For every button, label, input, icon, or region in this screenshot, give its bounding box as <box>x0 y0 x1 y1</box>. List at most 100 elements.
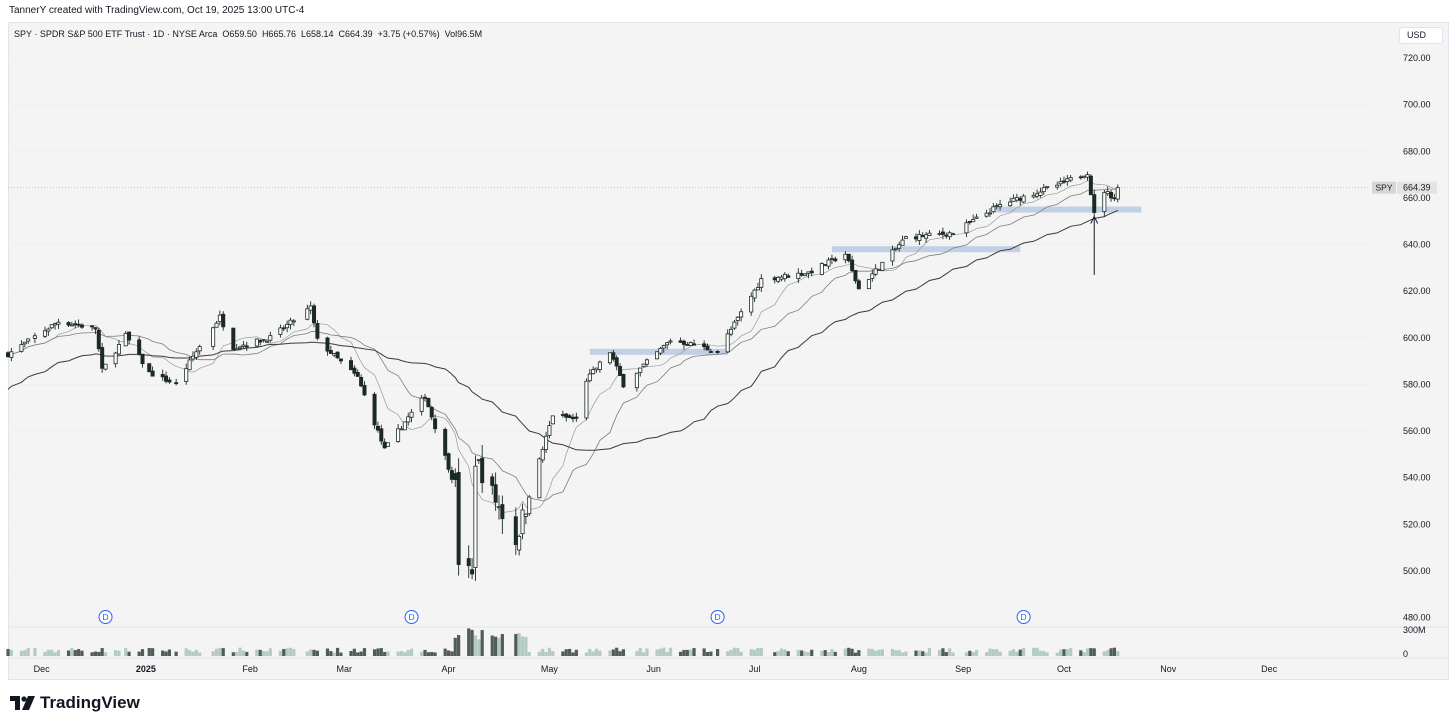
candle-body <box>705 345 710 351</box>
candle <box>880 261 885 271</box>
candle <box>375 421 380 433</box>
candle <box>564 413 569 422</box>
candle-body <box>268 335 273 341</box>
candle <box>456 458 461 576</box>
volume-bar <box>736 647 740 656</box>
candle <box>372 392 377 430</box>
volume-bar <box>867 648 871 656</box>
candle-body <box>150 370 155 377</box>
volume-bar <box>1059 649 1063 656</box>
candle-body <box>308 305 313 311</box>
candle <box>194 348 199 361</box>
candle-body <box>116 344 121 355</box>
candle <box>490 473 495 495</box>
candle <box>873 264 878 277</box>
legend-symbol[interactable]: SPY <box>14 29 32 39</box>
candle-body <box>500 504 505 520</box>
price-tick-label: 520.00 <box>1403 519 1431 529</box>
candle <box>473 455 478 581</box>
volume-bar <box>843 648 847 656</box>
price-tick-label: 580.00 <box>1403 379 1431 389</box>
time-tick-label: Oct <box>1057 664 1072 674</box>
candle-body <box>994 205 999 208</box>
legend-open: O659.50 <box>222 29 257 39</box>
candle-body <box>806 271 811 274</box>
candle-body <box>164 375 169 382</box>
volume-bar <box>917 650 921 656</box>
volume-bar <box>191 651 195 656</box>
candle <box>853 269 858 284</box>
volume-bar <box>423 649 427 656</box>
volume-bar <box>1008 650 1012 656</box>
candle <box>776 275 781 284</box>
candle-body <box>964 222 969 234</box>
candle <box>379 424 384 445</box>
legend-change: +3.75 (+0.57%) <box>377 29 440 39</box>
time-axis[interactable]: Dec 2025 Feb Mar Apr May Jun Jul Aug Sep Oct Nov Dec <box>34 664 1278 674</box>
candle <box>123 330 128 347</box>
volume-bar <box>527 652 531 656</box>
volume-bar <box>588 648 592 656</box>
tradingview-brand[interactable]: TradingView <box>10 693 140 713</box>
volume-bar <box>309 649 313 656</box>
volume-bar <box>524 636 528 656</box>
candle-body <box>90 325 95 328</box>
volume-bar <box>473 635 478 656</box>
volume-bar <box>221 648 225 656</box>
volume-bar <box>1085 648 1090 656</box>
volume-bar <box>991 649 995 656</box>
volume-bar <box>541 648 545 656</box>
candle <box>66 321 71 327</box>
candle-body <box>998 204 1003 208</box>
candle-body <box>967 221 972 223</box>
candle <box>591 366 596 375</box>
candle-body <box>799 273 804 276</box>
candle-body <box>924 234 929 239</box>
candle-body <box>103 363 108 370</box>
candle <box>937 230 942 236</box>
dividend-icon <box>710 610 725 624</box>
candle <box>9 347 14 362</box>
candle <box>540 446 545 463</box>
candle-body <box>456 472 461 565</box>
candle <box>661 344 666 353</box>
candle-body <box>644 359 649 365</box>
volume-bar <box>335 647 340 656</box>
candle <box>940 227 945 240</box>
candle <box>594 367 599 373</box>
volume-bar <box>682 649 686 656</box>
candle <box>1112 193 1117 202</box>
candle <box>1035 189 1040 199</box>
candle <box>187 356 192 371</box>
price-tag-symbol-box <box>1372 181 1396 194</box>
candle-body <box>305 308 310 320</box>
candle <box>681 339 686 350</box>
volume-bar <box>1038 650 1043 656</box>
candle <box>160 369 165 381</box>
candle <box>355 369 360 377</box>
volume-bar <box>642 652 646 656</box>
candle <box>315 320 320 341</box>
time-tick-label: Feb <box>242 664 258 674</box>
volume-bar <box>759 648 763 656</box>
volume-bar <box>658 648 663 656</box>
candle-body <box>749 295 754 313</box>
candle-body <box>877 268 882 271</box>
candle-body <box>833 258 838 262</box>
currency-button[interactable]: USD <box>1399 27 1443 44</box>
volume-bar <box>826 651 831 656</box>
volume-bar <box>598 650 602 656</box>
volume-bar <box>894 650 898 656</box>
volume-bar <box>904 651 908 656</box>
candle <box>26 338 31 344</box>
candle <box>453 468 458 488</box>
candle-body <box>160 374 165 378</box>
time-tick-label: Dec <box>1261 664 1278 674</box>
volume-bar <box>870 648 874 656</box>
volume-bar <box>732 647 736 656</box>
price-axis[interactable]: 480.00 500.00 520.00 540.00 560.00 580.00 600.… <box>1372 53 1437 659</box>
volume-bar <box>800 650 804 656</box>
legend-interval[interactable]: 1D <box>152 29 165 39</box>
volume-bar <box>453 637 457 656</box>
